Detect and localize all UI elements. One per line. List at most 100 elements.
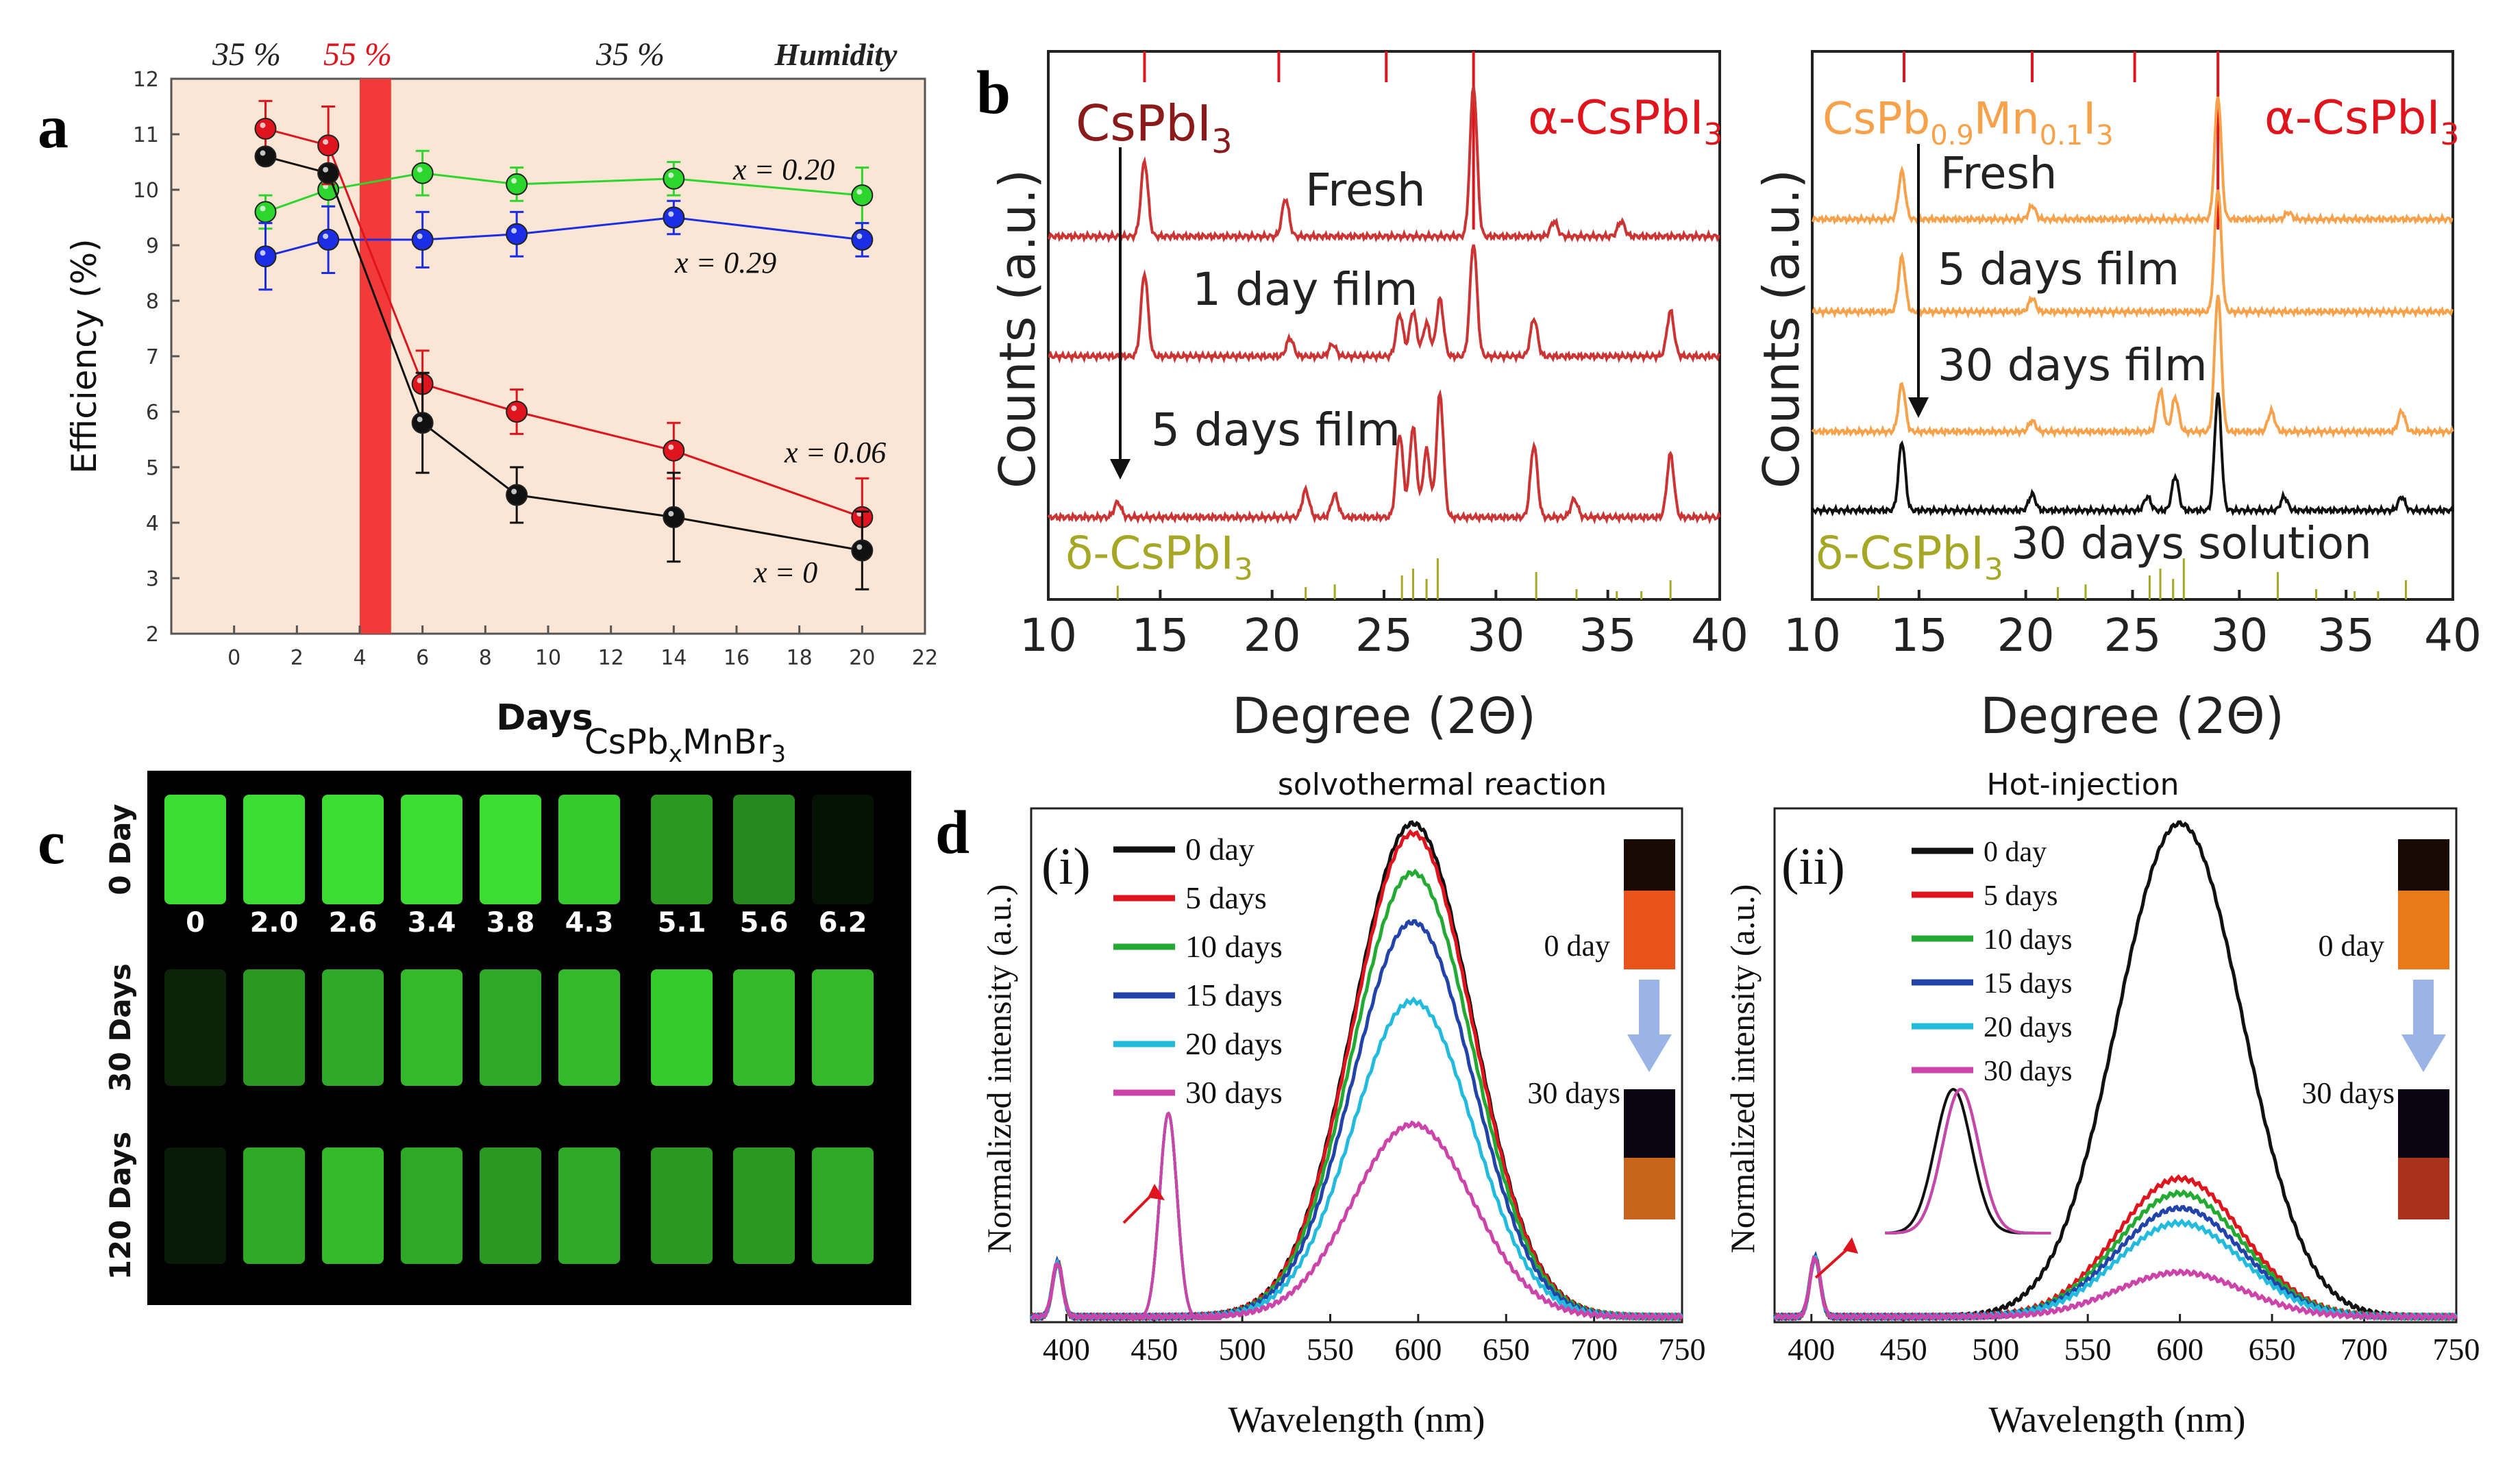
c-film-1-7 — [733, 969, 795, 1086]
d-ii-xtick-label-7: 750 — [2433, 1332, 2480, 1367]
a-point-highlight-1-4 — [668, 211, 674, 217]
d-i-inset-curve-3 — [1129, 1111, 1222, 1320]
a-point-highlight-3-0 — [260, 150, 266, 156]
d-ii-xtick-label-3: 550 — [2064, 1332, 2112, 1367]
b-left-arrowhead — [1110, 459, 1131, 480]
b-left-trace-1 — [1048, 244, 1721, 364]
a-point-highlight-2-3 — [511, 406, 517, 411]
a-point-highlight-0-3 — [511, 177, 517, 184]
a-point-0-0 — [254, 201, 277, 223]
a-series-line-0 — [265, 172, 863, 213]
a-xtick-label-9: 18 — [787, 646, 813, 670]
d-ii-legend-label-3: 15 days — [1984, 968, 2073, 1000]
d-i-xtick-label-0: 400 — [1043, 1332, 1090, 1367]
b-left-xtick-label-1: 15 — [1131, 609, 1189, 662]
humidity-label-2: 55 % — [323, 36, 392, 73]
b-left-xtick-label-3: 25 — [1355, 609, 1413, 662]
humidity-band — [360, 79, 391, 634]
b-right-label-30days-film: 30 days film — [1938, 340, 2208, 391]
d-ii-legend-label-0: 0 day — [1984, 836, 2047, 868]
c-film-1-1 — [243, 969, 305, 1086]
c-row-label-1: 30 Days — [103, 963, 137, 1091]
c-film-1-3 — [401, 969, 462, 1086]
d-ii-zoom-arrow — [1814, 1245, 1851, 1279]
b-right-delta-label: δ-CsPbI3 — [1816, 527, 2003, 587]
a-ylabel: Efficiency (%) — [64, 238, 104, 473]
a-point-highlight-0-2 — [417, 166, 423, 173]
c-film-2-6 — [651, 1147, 713, 1264]
plot-area-a — [170, 77, 926, 635]
c-col-label-2: 2.6 — [329, 907, 378, 939]
d-i-legend-label-3: 15 days — [1185, 978, 1283, 1013]
a-point-1-2 — [411, 228, 434, 251]
a-xtick-label-11: 22 — [912, 646, 938, 670]
b-left-xtick-label-0: 10 — [1020, 609, 1077, 662]
c-film-0-3 — [401, 795, 462, 904]
a-ytick-label-7: 9 — [146, 234, 159, 258]
d-ii-inset-curve-3 — [1885, 1088, 2051, 1235]
d-i-xtick-label-3: 550 — [1307, 1332, 1354, 1367]
d-i-xtick-label-5: 650 — [1483, 1332, 1530, 1367]
b-left-sample: CsPbI3 — [1076, 95, 1233, 161]
a-xtick-label-1: 2 — [291, 646, 304, 670]
d-ii-xtick-label-4: 600 — [2156, 1332, 2203, 1367]
a-point-highlight-3-3 — [511, 488, 517, 495]
c-film-0-2 — [322, 795, 384, 904]
c-film-1-5 — [558, 969, 620, 1086]
a-xtick-label-5: 10 — [535, 646, 561, 670]
c-film-2-0 — [164, 1147, 226, 1264]
legend-x-0: x = 0 — [753, 556, 817, 589]
d-ii-vial-label-1: 30 days — [2301, 1076, 2395, 1110]
d-ii-xtick-label-6: 700 — [2340, 1332, 2388, 1367]
d-i-zoom-arrowhead — [1148, 1184, 1165, 1200]
d-i-xtick-label-7: 750 — [1659, 1332, 1706, 1367]
b-left-delta-label: δ-CsPbI3 — [1065, 527, 1253, 587]
a-ytick-label-1: 3 — [146, 567, 159, 591]
a-point-0-5 — [851, 184, 874, 207]
c-film-0-0 — [164, 795, 226, 904]
panel-d: d solvothermal reaction Hot-injection 40… — [935, 767, 2480, 1440]
a-ytick-label-4: 6 — [146, 401, 159, 425]
b-left-trace-0 — [1047, 86, 1720, 244]
d-i-xtick-label-1: 450 — [1131, 1332, 1178, 1367]
b-right-xtick-label-2: 20 — [1997, 609, 2055, 662]
c-film-2-1 — [243, 1147, 305, 1264]
b-left-label-5days: 5 days film — [1151, 404, 1400, 456]
a-point-1-1 — [317, 228, 340, 251]
a-point-highlight-1-3 — [511, 227, 517, 234]
d-i-vial-bottom-fill — [1624, 1158, 1675, 1219]
b-right-xtick-label-4: 30 — [2210, 609, 2268, 662]
c-col-label-7: 5.6 — [740, 907, 789, 939]
a-ytick-label-2: 4 — [146, 512, 159, 536]
a-point-highlight-3-1 — [323, 166, 329, 173]
c-film-0-4 — [480, 795, 541, 904]
a-point-3-4 — [663, 506, 685, 528]
a-ytick-label-3: 5 — [146, 456, 159, 480]
c-film-0-1 — [243, 795, 305, 904]
c-title: CsPbxMnBr3 — [584, 722, 786, 768]
a-xtick-label-2: 4 — [353, 646, 366, 670]
d-ii-ylabel: Normalized intensity (a.u.) — [1723, 884, 1762, 1254]
b-left-ylabel: Counts (a.u.) — [989, 169, 1046, 488]
plot-area-d-ii — [1773, 807, 2458, 1324]
c-col-label-5: 4.3 — [565, 907, 614, 939]
a-point-highlight-0-5 — [856, 189, 863, 195]
d-i-xtick-label-6: 700 — [1570, 1332, 1618, 1367]
b-left-xtick-label-4: 30 — [1467, 609, 1524, 662]
d-ii-inset-curve-1 — [1885, 1088, 2051, 1235]
c-film-0-5 — [558, 795, 620, 904]
a-point-highlight-0-4 — [668, 172, 674, 178]
c-col-label-0: 0 — [186, 907, 205, 939]
a-xtick-label-0: 0 — [227, 646, 240, 670]
d-i-legend-label-4: 20 days — [1185, 1026, 1283, 1061]
b-left-alpha-label: α-CsPbI3 — [1528, 91, 1723, 152]
d-i-inset-curve-0 — [1129, 1111, 1222, 1320]
a-point-highlight-1-0 — [260, 250, 266, 256]
c-film-1-8 — [812, 969, 874, 1086]
a-ytick-label-5: 7 — [146, 345, 159, 369]
c-film-1-6 — [651, 969, 713, 1086]
d-ii-xlabel: Wavelength (nm) — [1988, 1399, 2245, 1440]
d-i-vial-label-1: 30 days — [1527, 1076, 1620, 1110]
d-ii-panel-id: (ii) — [1781, 838, 1845, 895]
